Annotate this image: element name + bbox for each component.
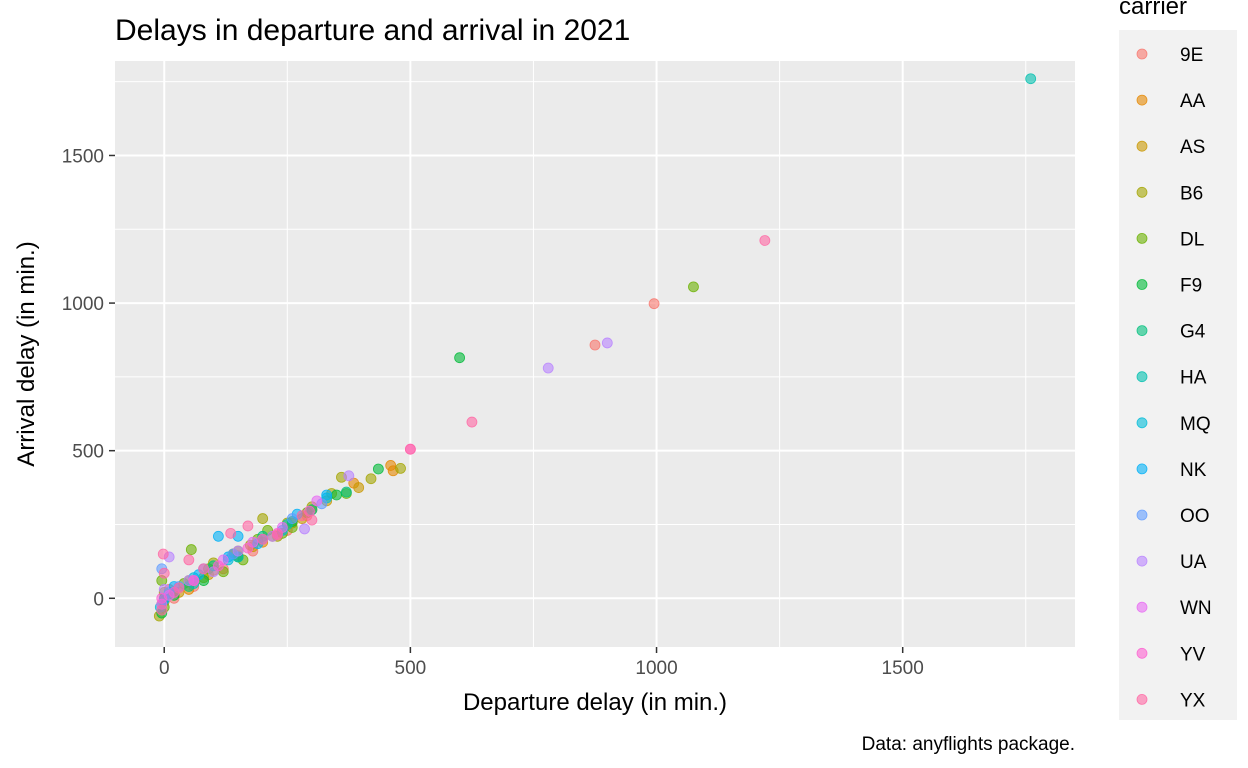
data-point xyxy=(242,520,254,532)
data-point xyxy=(601,337,613,349)
legend-background xyxy=(1119,30,1237,720)
plot-panel xyxy=(115,61,1075,647)
data-point xyxy=(648,298,660,310)
data-point xyxy=(340,486,352,498)
x-axis-title: Departure delay (in min.) xyxy=(463,689,727,716)
data-point xyxy=(212,560,224,572)
y-tick-label: 1000 xyxy=(62,294,104,315)
data-point xyxy=(372,463,384,475)
legend-label: OO xyxy=(1180,506,1210,527)
x-tick-label: 500 xyxy=(395,658,427,679)
legend-key xyxy=(1136,186,1148,198)
legend-key xyxy=(1136,601,1148,613)
data-point xyxy=(225,527,237,539)
data-point xyxy=(242,542,254,554)
legend-title: carrier xyxy=(1119,0,1187,20)
x-tick-label: 1500 xyxy=(882,658,924,679)
data-point xyxy=(404,443,416,455)
data-point xyxy=(232,545,244,557)
legend-key xyxy=(1136,647,1148,659)
legend-label: YV xyxy=(1180,644,1206,665)
legend-label: DL xyxy=(1180,229,1204,250)
data-point xyxy=(688,281,699,293)
data-point xyxy=(331,489,342,501)
data-point xyxy=(542,362,554,374)
legend-key xyxy=(1136,48,1148,60)
data-point xyxy=(454,352,466,364)
data-point xyxy=(306,514,318,526)
legend-label: F9 xyxy=(1180,276,1202,297)
legend-key xyxy=(1136,140,1148,152)
data-point xyxy=(299,523,310,535)
legend-label: UA xyxy=(1180,552,1207,573)
legend-key xyxy=(1136,279,1148,290)
data-point xyxy=(1025,73,1037,85)
y-axis-title: Arrival delay (in min.) xyxy=(13,241,40,466)
legend-key xyxy=(1136,325,1148,337)
legend-key xyxy=(1136,555,1148,567)
data-point xyxy=(158,567,170,579)
data-point xyxy=(365,473,377,485)
x-axis: 0 500 1000 1500 xyxy=(159,647,924,679)
legend-label: G4 xyxy=(1180,322,1206,343)
x-tick-label: 0 xyxy=(159,658,170,679)
y-tick-label: 0 xyxy=(93,589,104,610)
chart-title: Delays in departure and arrival in 2021 xyxy=(115,14,630,47)
data-point xyxy=(395,462,406,474)
data-point xyxy=(286,513,298,524)
data-point xyxy=(321,489,333,501)
data-point xyxy=(198,563,210,575)
data-point xyxy=(183,554,195,566)
legend-key xyxy=(1136,694,1148,705)
data-point xyxy=(759,235,771,246)
data-point xyxy=(343,470,355,482)
data-point xyxy=(589,339,601,351)
chart-caption: Data: anyflights package. xyxy=(862,734,1075,755)
y-axis: 0 500 1000 1500 xyxy=(62,146,115,610)
data-point xyxy=(188,575,200,586)
data-point xyxy=(185,544,197,555)
legend-label: B6 xyxy=(1180,183,1203,204)
legend-label: YX xyxy=(1180,690,1206,711)
legend-label: HA xyxy=(1180,368,1207,389)
legend: carrier 9E AA AS B6 DL F9 G4 HA MQ NK OO UA WN YV YX xyxy=(1119,0,1237,720)
legend-key xyxy=(1136,371,1148,383)
data-point xyxy=(466,416,478,428)
data-point xyxy=(257,533,269,545)
legend-key xyxy=(1136,94,1148,106)
grid-minor xyxy=(115,61,1075,647)
data-point xyxy=(156,604,168,616)
grid-major xyxy=(115,61,1075,647)
data-point xyxy=(296,510,308,522)
data-point xyxy=(257,513,269,524)
y-tick-label: 500 xyxy=(72,442,104,463)
legend-key xyxy=(1136,232,1148,244)
legend-items: 9E AA AS B6 DL F9 G4 HA MQ NK OO UA WN YV YX xyxy=(1136,45,1212,711)
data-points xyxy=(153,73,1037,622)
data-point xyxy=(353,482,365,493)
data-point xyxy=(157,548,169,560)
legend-key xyxy=(1136,417,1148,429)
y-tick-label: 1500 xyxy=(62,146,104,167)
legend-label: NK xyxy=(1180,460,1207,481)
legend-label: MQ xyxy=(1180,414,1211,435)
data-point xyxy=(272,529,283,541)
legend-label: WN xyxy=(1180,598,1212,619)
legend-key xyxy=(1136,509,1148,521)
legend-label: AA xyxy=(1180,91,1206,112)
data-point xyxy=(173,582,185,594)
data-point xyxy=(311,495,323,507)
legend-key xyxy=(1136,463,1148,475)
x-tick-label: 1000 xyxy=(635,658,677,679)
legend-label: AS xyxy=(1180,137,1205,158)
legend-label: 9E xyxy=(1180,45,1203,66)
data-point xyxy=(212,530,224,542)
data-point xyxy=(156,592,168,604)
